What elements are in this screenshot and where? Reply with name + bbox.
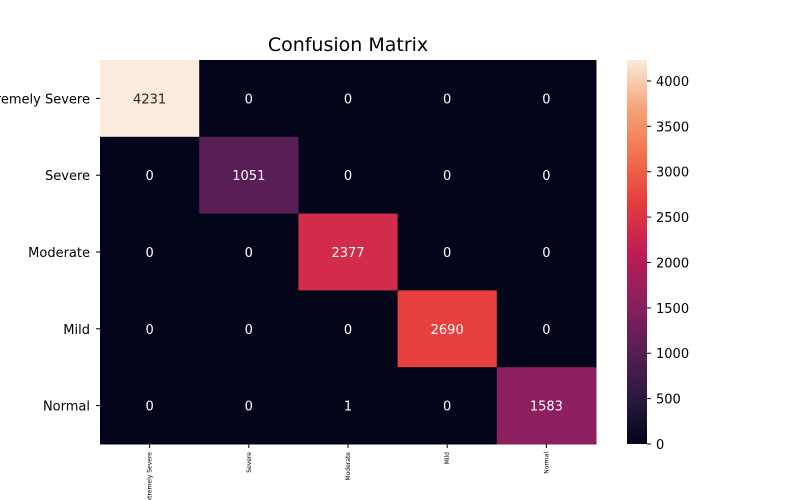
heatmap-cell bbox=[496, 213, 597, 291]
cell-value-label: 1 bbox=[344, 400, 352, 415]
heatmap-cell bbox=[100, 367, 200, 445]
cell-value-label: 0 bbox=[443, 92, 451, 107]
colorbar-tick-label: 3000 bbox=[656, 166, 689, 181]
colorbar-tick-label: 1000 bbox=[656, 347, 689, 362]
heatmap-cell bbox=[496, 290, 597, 368]
heatmap-cell bbox=[496, 60, 597, 138]
x-tick-label: Extremely Severe bbox=[147, 452, 154, 500]
heatmap-cell bbox=[100, 290, 200, 368]
cell-value-label: 0 bbox=[542, 323, 550, 338]
chart-title: Confusion Matrix bbox=[268, 34, 428, 56]
cell-value-label: 1051 bbox=[232, 169, 265, 184]
y-tick-label: Mild bbox=[63, 323, 90, 338]
y-tick-label: Normal bbox=[43, 400, 90, 415]
cell-value-label: 0 bbox=[245, 92, 253, 107]
heatmap-cell bbox=[199, 136, 299, 215]
cell-value-label: 0 bbox=[145, 169, 153, 184]
cell-value-label: 0 bbox=[344, 92, 352, 107]
heatmap-cell bbox=[100, 213, 200, 291]
cell-value-label: 0 bbox=[344, 323, 352, 338]
colorbar-tick-label: 1500 bbox=[656, 302, 689, 317]
heatmap-cell bbox=[199, 367, 299, 445]
heatmap-cell bbox=[496, 136, 597, 215]
y-tick-label: Extremely Severe bbox=[0, 92, 90, 107]
cell-value-label: 0 bbox=[245, 323, 253, 338]
heatmap-cell bbox=[298, 367, 399, 445]
cell-value-label: 0 bbox=[344, 169, 352, 184]
cell-value-label: 0 bbox=[145, 400, 153, 415]
heatmap-cell bbox=[397, 213, 498, 291]
cell-value-label: 1583 bbox=[530, 400, 563, 415]
x-tick-label: Severe bbox=[246, 452, 253, 473]
heatmap-cell bbox=[397, 367, 498, 445]
heatmap-cell bbox=[298, 60, 399, 138]
cell-value-label: 0 bbox=[542, 246, 550, 261]
colorbar-tick-label: 4000 bbox=[656, 75, 689, 90]
colorbar-tick-label: 2000 bbox=[656, 256, 689, 271]
heatmap-cell bbox=[199, 60, 299, 138]
x-tick-label: Mild bbox=[444, 452, 451, 465]
cell-value-label: 0 bbox=[443, 400, 451, 415]
x-tick-label: Normal bbox=[543, 452, 550, 474]
heatmap-cell bbox=[298, 213, 399, 291]
cell-value-label: 0 bbox=[443, 246, 451, 261]
heatmap-cell bbox=[397, 60, 498, 138]
heatmap-cell bbox=[298, 136, 399, 215]
heatmap-cell bbox=[397, 136, 498, 215]
cell-value-label: 0 bbox=[145, 246, 153, 261]
cell-value-label: 0 bbox=[443, 169, 451, 184]
colorbar: 0 500 1000 1500 2000 2500 3000 3500 4000 bbox=[627, 60, 689, 453]
heatmap-cell bbox=[100, 136, 200, 215]
x-axis: Extremely Severe Severe Moderate Mild Normal bbox=[147, 444, 550, 500]
heatmap-cell bbox=[199, 290, 299, 368]
y-axis: Extremely Severe Severe Moderate Mild Normal bbox=[0, 92, 100, 415]
cell-value-label: 0 bbox=[542, 169, 550, 184]
colorbar-gradient bbox=[627, 60, 647, 444]
heatmap-cell bbox=[496, 367, 597, 445]
cell-value-label: 4231 bbox=[133, 92, 166, 107]
cell-value-label: 0 bbox=[145, 323, 153, 338]
colorbar-tick-label: 3500 bbox=[656, 120, 689, 135]
heatmap-cell bbox=[397, 290, 498, 368]
heatmap-cells: 4231 0 0 0 0 0 1051 0 0 0 0 0 2377 0 0 0 0 0 2690 0 0 0 1 0 1583 bbox=[100, 60, 597, 445]
cell-value-label: 0 bbox=[245, 400, 253, 415]
cell-value-label: 0 bbox=[245, 246, 253, 261]
colorbar-tick-label: 500 bbox=[656, 393, 681, 408]
heatmap-cell bbox=[100, 60, 200, 138]
heatmap-cell bbox=[199, 213, 299, 291]
cell-value-label: 2377 bbox=[331, 246, 364, 261]
colorbar-tick-label: 2500 bbox=[656, 211, 689, 226]
y-tick-label: Severe bbox=[45, 169, 90, 184]
heatmap-cell bbox=[298, 290, 399, 368]
y-tick-label: Moderate bbox=[28, 246, 90, 261]
cell-value-label: 2690 bbox=[431, 323, 464, 338]
cell-value-label: 0 bbox=[542, 92, 550, 107]
x-tick-label: Moderate bbox=[345, 452, 352, 481]
colorbar-tick-label: 0 bbox=[656, 438, 664, 453]
